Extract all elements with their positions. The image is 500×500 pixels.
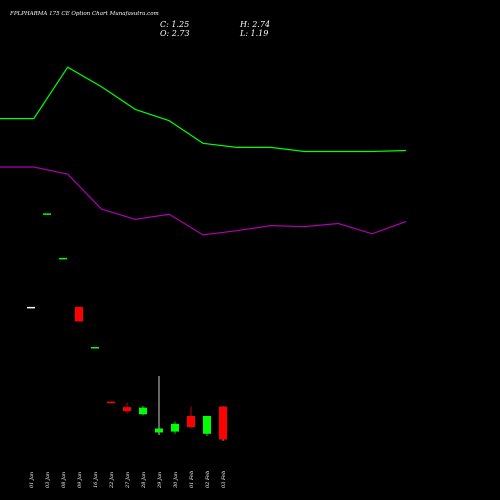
x-tick-label: 22 Jan — [109, 472, 115, 489]
x-tick-label: 03 Feb — [221, 471, 227, 488]
x-tick-label: 27 Jan — [125, 472, 131, 489]
candle-2 — [59, 257, 67, 260]
candle-body — [187, 416, 195, 428]
x-tick-label: 28 Jan — [141, 472, 147, 489]
candle-3 — [75, 306, 83, 322]
candle-body — [171, 423, 179, 432]
candle-11 — [203, 416, 211, 437]
candle-body — [75, 306, 83, 322]
candle-body — [203, 416, 211, 434]
candle-body — [123, 407, 131, 412]
chart-title: FPLPHARMA 175 CE Option Chart Munafasutr… — [10, 11, 159, 17]
candle-4 — [91, 347, 99, 349]
candle-1 — [43, 213, 51, 215]
candle-8 — [155, 376, 163, 435]
candle-body — [219, 406, 227, 440]
x-tick-label: 09 Jan — [77, 472, 83, 488]
high-label: H: 2.74 — [240, 20, 271, 29]
candle-body — [59, 257, 67, 260]
x-tick-label: 03 Jan — [45, 472, 51, 488]
open-label: O: 2.73 — [160, 29, 190, 38]
candle-12 — [219, 406, 227, 441]
x-tick-label: 08 Jan — [61, 472, 67, 488]
x-axis-ticks: 01 Jan 03 Jan 08 Jan 09 Jan 16 Jan 22 Jan 27 J… — [29, 471, 227, 489]
x-tick-label: 01 Jan — [29, 472, 35, 488]
low-label: L: 1.19 — [240, 29, 269, 38]
candle-body — [27, 306, 35, 309]
candle-body — [107, 401, 115, 404]
candle-body — [43, 213, 51, 215]
candles — [27, 213, 227, 441]
candle-6 — [123, 402, 131, 414]
candle-body — [139, 407, 147, 415]
indicator-line-2 — [0, 166, 407, 236]
indicator-line-1 — [0, 66, 407, 153]
close-label: C: 1.25 — [160, 20, 190, 29]
candle-5 — [107, 401, 115, 404]
candle-10 — [187, 406, 195, 429]
candle-body — [91, 347, 99, 349]
x-tick-label: 16 Jan — [93, 472, 99, 488]
candle-body — [155, 428, 163, 433]
x-tick-label: 02 Feb — [205, 471, 211, 488]
candle-9 — [171, 421, 179, 434]
x-tick-label: 29 Jan — [157, 472, 163, 489]
candle-0 — [27, 306, 35, 309]
x-tick-label: 01 Feb — [189, 471, 195, 488]
indicator-lines — [0, 66, 407, 236]
candle-7 — [139, 406, 147, 416]
x-tick-label: 30 Jan — [173, 472, 179, 488]
